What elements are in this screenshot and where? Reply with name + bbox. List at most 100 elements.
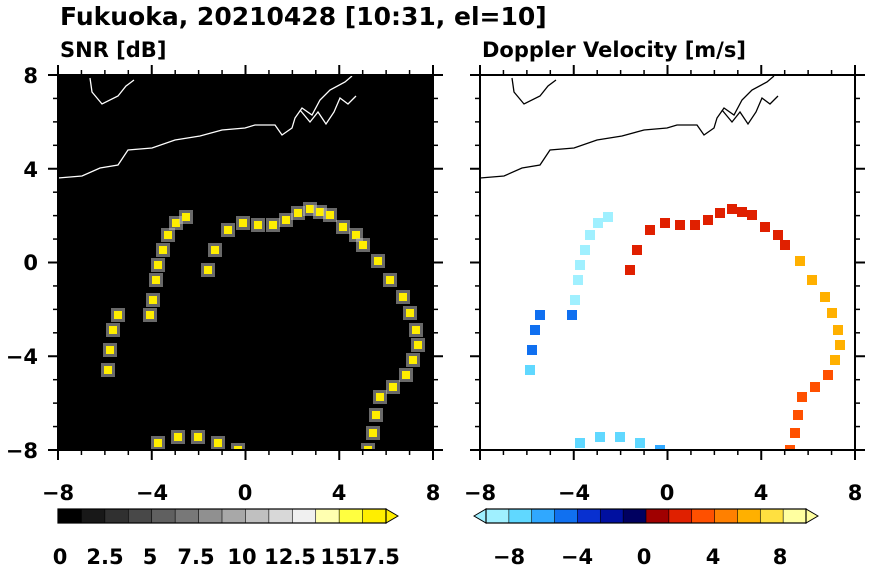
velocity-echo-cell [525,365,535,375]
snr-x-tick-label: −4 [136,481,168,505]
snr-echo-cell [282,216,290,224]
velocity-echo-cell [727,204,737,214]
snr-echo-cell [214,439,222,447]
velocity-coastline-island [511,77,557,105]
snr-coastline-pier [299,95,357,126]
snr-colorbar-swatch [198,508,223,524]
snr-colorbar-label: 0 [53,545,68,569]
velocity-panel-title: Doppler Velocity [m/s] [482,38,746,62]
figure-title: Fukuoka, 20210428 [10:31, el=10] [60,2,547,31]
velocity-echo-cell [635,438,645,448]
velocity-colorbar-swatch [599,508,624,524]
velocity-plot-background [480,75,855,450]
snr-colorbar-label: 10 [227,545,256,569]
velocity-echo-layer [525,204,845,465]
velocity-x-tick-label: 8 [848,481,863,505]
snr-echo-cell [294,209,302,217]
snr-colorbar-labels: 0 2.5 5 7.5 10 12.5 15 17.5 [53,545,400,569]
velocity-echo-cell [675,220,685,230]
velocity-colorbar-extend-min [473,508,487,524]
velocity-echo-cell [793,410,803,420]
snr-panel: SNR [dB] −8 −4 0 4 8 8 4 0 −4 −8 0 2.5 [6,38,443,569]
snr-echo-layer [101,202,425,472]
snr-echo-cell [239,219,247,227]
snr-colorbar-label: 12.5 [264,545,316,569]
snr-colorbar [57,508,399,524]
velocity-x-tick-label: −8 [464,481,496,505]
snr-panel-title: SNR [dB] [60,38,166,62]
snr-colorbar-swatch [268,508,294,524]
snr-colorbar-swatch [104,508,130,524]
velocity-colorbar-swatch [782,508,807,524]
velocity-echo-cell [660,218,670,228]
snr-echo-cell [172,219,180,227]
velocity-echo-cell [567,310,577,320]
velocity-echo-cell [773,230,783,240]
velocity-colorbar-swatch [645,508,670,524]
snr-echo-halo [271,458,285,472]
velocity-colorbar-swatch [554,508,579,524]
snr-colorbar-swatch [174,508,200,524]
snr-echo-cell [364,446,372,450]
snr-echo-cell [406,309,414,317]
velocity-echo-cell [570,295,580,305]
snr-echo-halo [251,453,265,467]
velocity-colorbar-swatch [714,508,739,524]
velocity-echo-cell [760,222,770,232]
velocity-echo-cell [593,218,603,228]
velocity-echo-cell [830,355,840,365]
snr-colorbar-swatch [81,508,106,524]
snr-echo-halo [291,456,305,470]
snr-colorbar-swatch [221,508,247,524]
velocity-echo-cell [632,245,642,255]
snr-colorbar-frame [57,508,387,524]
velocity-echo-cell [625,265,635,275]
velocity-echo-cell [615,432,625,442]
velocity-echo-cell [690,220,700,230]
snr-plot-background [58,75,433,450]
velocity-echo-cell [575,438,585,448]
snr-colorbar-swatch [57,508,83,524]
velocity-echo-cell [780,240,790,250]
snr-echo-cell [224,226,232,234]
snr-echo-cell [374,257,382,265]
snr-colorbar-swatch [127,508,153,524]
velocity-echo-cell [827,308,837,318]
snr-echo-cell [386,276,394,284]
velocity-colorbar-label: −4 [561,545,593,569]
snr-x-tick-labels: −8 −4 0 4 8 [42,481,440,505]
velocity-colorbar-swatch [759,508,784,524]
velocity-colorbar-label: 0 [637,545,652,569]
snr-echo-cell [234,446,242,450]
snr-echo-cell [294,459,302,467]
velocity-echo-cell [580,245,590,255]
snr-echo-cell [154,439,162,447]
snr-colorbar-swatch [362,508,387,524]
velocity-echo-cell [675,455,685,465]
snr-echo-cell [164,231,172,239]
snr-echo-cell [409,356,417,364]
velocity-x-tick-label: 0 [660,481,675,505]
velocity-colorbar-swatch [737,508,762,524]
velocity-colorbar-swatch [622,508,647,524]
velocity-echo-cell [703,215,713,225]
snr-coastline [58,75,357,179]
snr-echo-cell [154,261,162,269]
snr-echo-cell [359,241,367,249]
snr-echo-cell [159,246,167,254]
snr-echo-cell [106,346,114,354]
snr-echo-cell [274,461,282,469]
snr-echo-cell [194,433,202,441]
snr-colorbar-swatch [315,508,340,524]
snr-echo-cell [104,366,112,374]
snr-echo-cell [376,393,384,401]
snr-echo-cell [174,433,182,441]
snr-echo-halo [351,458,365,472]
snr-echo-cell [182,213,190,221]
snr-echo-cell [254,456,262,464]
velocity-echo-cell [535,310,545,320]
snr-echo-cell [269,221,277,229]
velocity-x-tick-label: −4 [558,481,590,505]
velocity-x-tick-label: 4 [754,481,769,505]
